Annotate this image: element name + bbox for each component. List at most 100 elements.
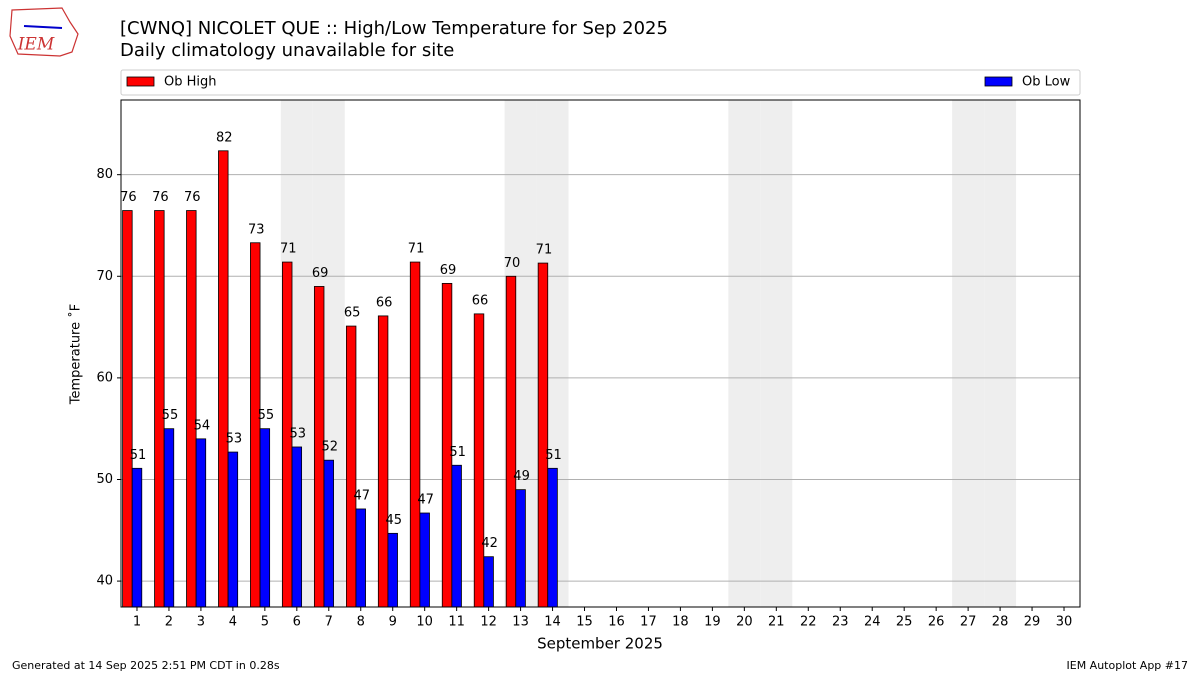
value-label: 69 xyxy=(312,266,329,281)
bar xyxy=(409,261,421,608)
bar xyxy=(195,438,207,608)
x-tick-label: 17 xyxy=(640,615,657,630)
value-label: 70 xyxy=(504,256,521,271)
value-label: 66 xyxy=(472,293,489,308)
bar xyxy=(323,459,334,608)
bar xyxy=(291,446,303,608)
value-label: 76 xyxy=(184,190,201,205)
y-tick-label: 50 xyxy=(96,472,113,487)
weekend-shade xyxy=(952,100,985,607)
y-tick-label: 70 xyxy=(96,269,113,284)
bar xyxy=(345,325,357,608)
bar xyxy=(451,464,462,608)
x-tick-label: 23 xyxy=(832,615,849,630)
logo: IEM xyxy=(9,7,79,57)
y-axis-label: Temperature ˚F xyxy=(68,304,84,405)
x-tick-label: 19 xyxy=(704,615,721,630)
bar xyxy=(387,532,398,608)
x-tick-label: 9 xyxy=(389,615,397,630)
x-tick-label: 2 xyxy=(165,615,173,630)
x-tick-label: 26 xyxy=(928,615,945,630)
y-tick-label: 80 xyxy=(96,167,113,182)
x-tick-label: 21 xyxy=(768,615,785,630)
x-tick-label: 13 xyxy=(512,615,529,630)
bar xyxy=(377,315,389,608)
value-label: 42 xyxy=(481,536,498,551)
value-label: 52 xyxy=(322,440,339,455)
bar xyxy=(186,210,197,608)
bar xyxy=(515,489,526,608)
legend-box xyxy=(120,69,1081,96)
value-label: 45 xyxy=(385,513,402,528)
value-label: 66 xyxy=(376,295,393,310)
x-tick-label: 15 xyxy=(576,615,593,630)
value-label: 82 xyxy=(216,130,233,145)
value-label: 65 xyxy=(344,306,361,321)
value-label: 49 xyxy=(513,469,530,484)
value-label: 69 xyxy=(440,263,457,278)
footer-left: Generated at 14 Sep 2025 2:51 PM CDT in … xyxy=(12,659,280,672)
value-label: 55 xyxy=(258,408,275,423)
weekend-shade xyxy=(728,100,761,607)
x-tick-label: 14 xyxy=(544,615,561,630)
x-tick-label: 27 xyxy=(960,615,977,630)
value-label: 73 xyxy=(248,222,265,237)
legend-swatch xyxy=(984,76,1013,87)
x-tick-label: 16 xyxy=(608,615,625,630)
x-tick-label: 28 xyxy=(992,615,1009,630)
value-label: 71 xyxy=(408,242,425,257)
value-label: 51 xyxy=(449,445,466,460)
value-label: 55 xyxy=(162,408,179,423)
weekend-shade xyxy=(760,100,793,607)
value-label: 54 xyxy=(194,418,211,433)
chart-subtitle: Daily climatology unavailable for site xyxy=(120,40,454,61)
bar xyxy=(250,242,261,608)
value-label: 47 xyxy=(417,493,434,508)
x-tick-label: 12 xyxy=(480,615,497,630)
y-tick-label: 40 xyxy=(96,574,113,589)
logo-text: IEM xyxy=(17,35,55,55)
x-tick-label: 10 xyxy=(416,615,433,630)
bar xyxy=(259,428,271,608)
bar xyxy=(419,512,430,608)
x-tick-label: 7 xyxy=(325,615,333,630)
x-tick-label: 11 xyxy=(448,615,465,630)
x-tick-label: 1 xyxy=(133,615,141,630)
x-axis-label: September 2025 xyxy=(537,635,663,653)
x-tick-label: 20 xyxy=(736,615,753,630)
chart-title: [CWNQ] NICOLET QUE :: High/Low Temperatu… xyxy=(120,18,668,39)
bar xyxy=(227,451,239,608)
value-label: 76 xyxy=(120,190,137,205)
logo-line xyxy=(23,25,63,29)
legend-swatch xyxy=(126,76,155,87)
value-label: 47 xyxy=(353,488,370,503)
value-label: 51 xyxy=(130,448,147,463)
bar xyxy=(483,556,494,608)
x-tick-label: 30 xyxy=(1056,615,1073,630)
x-tick-label: 29 xyxy=(1024,615,1041,630)
x-tick-label: 4 xyxy=(229,615,237,630)
x-tick-label: 18 xyxy=(672,615,689,630)
bar xyxy=(163,428,175,608)
bar xyxy=(505,275,517,608)
x-tick-label: 8 xyxy=(357,615,365,630)
value-label: 71 xyxy=(536,243,553,258)
value-label: 53 xyxy=(290,426,307,441)
y-tick-label: 60 xyxy=(96,370,113,385)
x-tick-label: 24 xyxy=(864,615,881,630)
bar xyxy=(473,313,485,608)
x-tick-label: 22 xyxy=(800,615,817,630)
bar xyxy=(218,150,229,608)
value-label: 71 xyxy=(280,242,297,257)
bar xyxy=(131,467,143,608)
footer-right: IEM Autoplot App #17 xyxy=(1067,659,1189,672)
bar xyxy=(547,467,558,608)
value-label: 76 xyxy=(152,190,169,205)
logo-outline xyxy=(9,7,79,57)
legend-label: Ob High xyxy=(164,75,217,90)
legend-label: Ob Low xyxy=(1022,75,1071,90)
x-tick-label: 6 xyxy=(293,615,301,630)
bar xyxy=(122,210,133,608)
value-label: 51 xyxy=(545,448,562,463)
